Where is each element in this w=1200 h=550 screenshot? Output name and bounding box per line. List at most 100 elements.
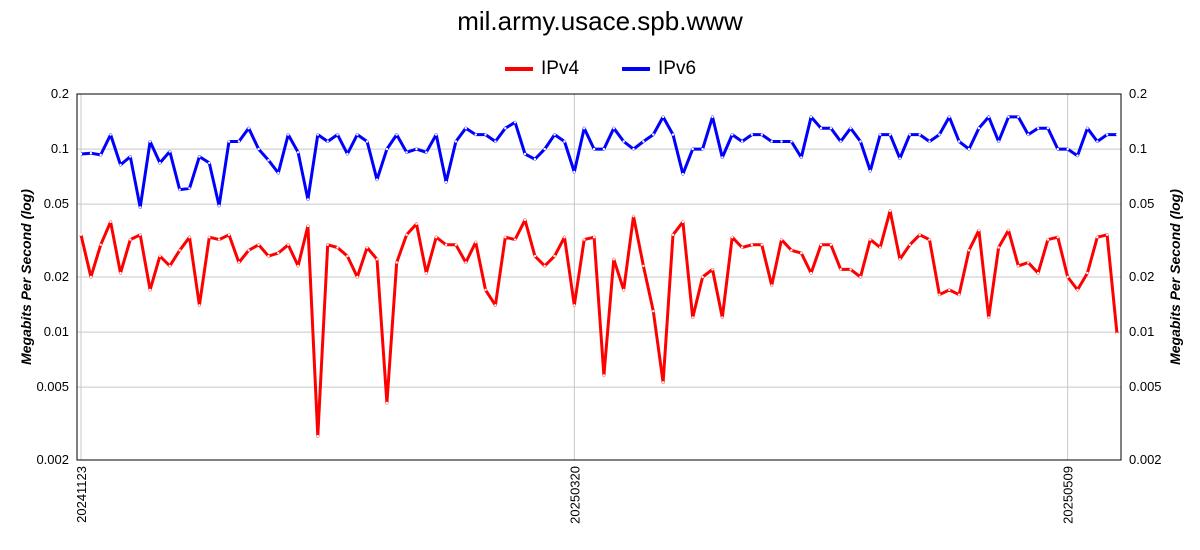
data-point-ipv6 xyxy=(119,163,122,167)
data-point-ipv6 xyxy=(464,127,467,130)
data-point-ipv6 xyxy=(790,140,793,143)
data-point-ipv6 xyxy=(869,169,872,173)
data-point-ipv4 xyxy=(681,220,685,224)
data-point-ipv4 xyxy=(573,304,576,307)
y-tick-label-left: 0.002 xyxy=(36,452,69,467)
data-point-ipv4 xyxy=(701,275,704,279)
data-point-ipv4 xyxy=(790,249,793,252)
data-point-ipv4 xyxy=(583,238,586,241)
data-point-ipv6 xyxy=(997,140,1000,143)
data-point-ipv4 xyxy=(997,246,1000,249)
data-point-ipv4 xyxy=(494,304,497,307)
data-point-ipv4 xyxy=(208,236,211,239)
data-point-ipv6 xyxy=(1086,127,1089,130)
data-point-ipv6 xyxy=(237,140,241,143)
data-point-ipv4 xyxy=(89,275,93,279)
data-point-ipv4 xyxy=(484,288,487,292)
data-point-ipv4 xyxy=(1036,271,1040,275)
data-point-ipv6 xyxy=(661,115,665,119)
data-point-ipv4 xyxy=(721,316,724,319)
data-point-ipv4 xyxy=(711,268,714,271)
data-point-ipv6 xyxy=(1066,147,1069,151)
data-point-ipv6 xyxy=(188,187,191,190)
data-point-ipv4 xyxy=(543,264,546,268)
data-point-ipv4 xyxy=(435,236,438,239)
data-point-ipv6 xyxy=(642,140,645,143)
data-point-ipv4 xyxy=(267,254,270,258)
data-point-ipv6 xyxy=(553,133,556,136)
data-point-ipv6 xyxy=(681,172,685,176)
y-axis-label-right: Megabits Per Second (log) xyxy=(1167,189,1183,365)
data-point-ipv4 xyxy=(188,236,191,239)
data-point-ipv4 xyxy=(898,258,902,261)
data-point-ipv4 xyxy=(523,218,527,222)
data-point-ipv4 xyxy=(780,238,783,241)
data-point-ipv4 xyxy=(1115,332,1119,335)
data-point-ipv4 xyxy=(938,293,941,296)
data-point-ipv6 xyxy=(849,127,852,130)
data-point-ipv4 xyxy=(287,243,290,246)
data-point-ipv4 xyxy=(139,233,142,236)
data-point-ipv6 xyxy=(898,157,902,160)
data-point-ipv4 xyxy=(1076,288,1079,292)
data-point-ipv6 xyxy=(257,147,260,151)
data-point-ipv4 xyxy=(474,241,477,244)
data-point-ipv6 xyxy=(602,147,606,151)
data-point-ipv6 xyxy=(296,151,300,154)
data-point-ipv4 xyxy=(356,275,359,279)
data-point-ipv6 xyxy=(395,133,398,136)
data-point-ipv4 xyxy=(316,434,319,438)
data-point-ipv6 xyxy=(494,140,497,143)
data-point-ipv6 xyxy=(227,140,231,143)
data-point-ipv4 xyxy=(237,261,241,264)
data-point-ipv6 xyxy=(425,151,428,154)
data-point-ipv6 xyxy=(918,133,921,136)
data-point-ipv4 xyxy=(918,233,921,236)
data-point-ipv6 xyxy=(523,152,527,156)
y-tick-label-right: 0.02 xyxy=(1129,269,1154,284)
data-point-ipv4 xyxy=(740,246,744,249)
legend-item-ipv4: IPv4 xyxy=(505,56,579,82)
data-point-ipv6 xyxy=(938,133,941,136)
data-point-ipv4 xyxy=(464,261,467,264)
data-point-ipv4 xyxy=(158,254,162,258)
data-point-ipv4 xyxy=(1066,275,1069,279)
data-point-ipv4 xyxy=(731,236,734,239)
data-point-ipv6 xyxy=(573,170,576,174)
x-tick-label: 20250320 xyxy=(567,466,582,524)
data-point-ipv4 xyxy=(869,238,872,241)
plot-frame xyxy=(76,93,1122,461)
data-point-ipv6 xyxy=(1027,133,1030,136)
data-point-ipv6 xyxy=(563,140,566,143)
data-point-ipv4 xyxy=(908,243,911,246)
data-point-ipv6 xyxy=(622,140,625,143)
data-point-ipv6 xyxy=(504,127,507,130)
data-point-ipv6 xyxy=(809,115,813,119)
data-point-ipv4 xyxy=(109,220,112,224)
y-tick-label-right: 0.002 xyxy=(1129,452,1162,467)
series-line-ipv6 xyxy=(80,115,1117,209)
data-point-ipv4 xyxy=(395,261,398,264)
data-point-ipv4 xyxy=(859,275,862,279)
data-point-ipv6 xyxy=(1007,115,1010,119)
data-point-ipv6 xyxy=(139,206,142,209)
data-point-ipv6 xyxy=(375,178,379,181)
data-point-ipv6 xyxy=(583,127,586,130)
data-point-ipv6 xyxy=(208,161,211,165)
legend-swatch-ipv6 xyxy=(622,67,650,71)
data-point-ipv4 xyxy=(227,233,231,236)
y-tick-label-right: 0.1 xyxy=(1129,141,1147,156)
legend-label-ipv4: IPv4 xyxy=(541,58,580,79)
data-point-ipv6 xyxy=(740,140,744,143)
data-point-ipv6 xyxy=(484,133,487,136)
x-tick-labels: 20241123 20250320 20250509 xyxy=(74,466,1076,524)
data-point-ipv6 xyxy=(217,204,221,207)
data-point-ipv4 xyxy=(198,304,201,307)
data-point-ipv6 xyxy=(89,152,93,155)
data-point-ipv6 xyxy=(356,133,359,136)
data-point-ipv4 xyxy=(257,243,260,246)
data-point-ipv6 xyxy=(287,133,290,136)
data-point-ipv6 xyxy=(247,127,250,130)
data-point-ipv6 xyxy=(277,171,280,175)
